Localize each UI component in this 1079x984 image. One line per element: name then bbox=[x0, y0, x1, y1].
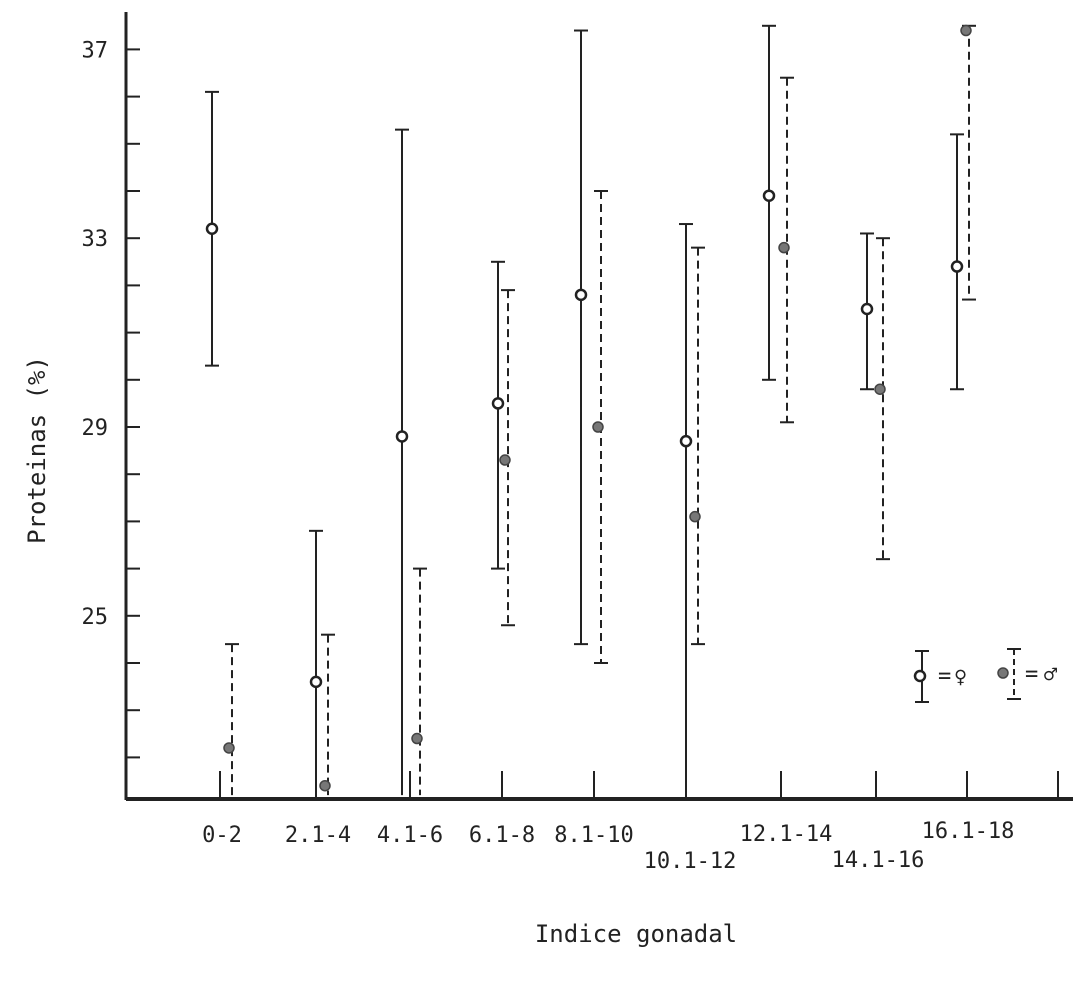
y-axis-title: Proteinas (%) bbox=[23, 356, 51, 544]
point-male-4 bbox=[592, 421, 604, 433]
x-tick-label-4: 8.1-10 bbox=[554, 823, 633, 848]
x-ticks bbox=[219, 771, 1059, 799]
points bbox=[205, 24, 972, 792]
x-tick-label-1: 2.1-4 bbox=[285, 823, 351, 848]
y-tick-label-2: 33 bbox=[82, 227, 109, 252]
legend-female-equals: = bbox=[938, 664, 951, 689]
legend-female-symbol: ♀ bbox=[954, 665, 967, 690]
y-tick-labels: 25 29 33 37 bbox=[82, 38, 109, 629]
legend: = ♀ = ♂ bbox=[913, 648, 1058, 703]
legend-female-marker bbox=[913, 669, 927, 683]
y-tick-label-3: 37 bbox=[82, 38, 109, 63]
x-tick-label-5: 10.1-12 bbox=[644, 849, 737, 874]
legend-male-symbol: ♂ bbox=[1044, 663, 1058, 688]
point-male-0 bbox=[223, 742, 235, 754]
point-male-2 bbox=[411, 732, 423, 745]
point-female-2 bbox=[395, 430, 409, 443]
legend-male-equals: = bbox=[1025, 662, 1038, 687]
point-male-3 bbox=[499, 454, 511, 466]
x-tick-label-8: 16.1-18 bbox=[922, 819, 1015, 844]
x-axis-title: Indice gonadal bbox=[535, 920, 737, 948]
point-male-6 bbox=[778, 241, 790, 254]
legend-male-marker bbox=[997, 667, 1009, 679]
point-male-7 bbox=[874, 383, 886, 395]
point-female-3 bbox=[491, 397, 505, 410]
point-female-7 bbox=[860, 302, 874, 316]
x-tick-label-2: 4.1-6 bbox=[377, 823, 443, 848]
point-female-0 bbox=[205, 222, 219, 236]
point-female-8 bbox=[950, 260, 964, 273]
point-male-8 bbox=[960, 24, 972, 37]
x-tick-label-0: 0-2 bbox=[202, 823, 242, 848]
point-female-6 bbox=[762, 189, 776, 202]
point-female-1 bbox=[309, 675, 323, 689]
point-female-5 bbox=[679, 434, 693, 448]
point-male-5 bbox=[689, 510, 701, 523]
point-male-1 bbox=[319, 779, 331, 792]
point-female-4 bbox=[574, 288, 588, 302]
x-tick-label-6: 12.1-14 bbox=[740, 822, 833, 847]
y-ticks bbox=[126, 48, 140, 759]
y-tick-label-0: 25 bbox=[82, 605, 109, 630]
x-tick-label-3: 6.1-8 bbox=[469, 823, 535, 848]
y-tick-label-1: 29 bbox=[82, 416, 109, 441]
axes bbox=[124, 12, 1073, 801]
x-tick-labels: 0-2 2.1-4 4.1-6 6.1-8 8.1-10 10.1-1212.1-1414… bbox=[202, 819, 1014, 874]
x-tick-label-7: 14.1-16 bbox=[832, 848, 925, 873]
